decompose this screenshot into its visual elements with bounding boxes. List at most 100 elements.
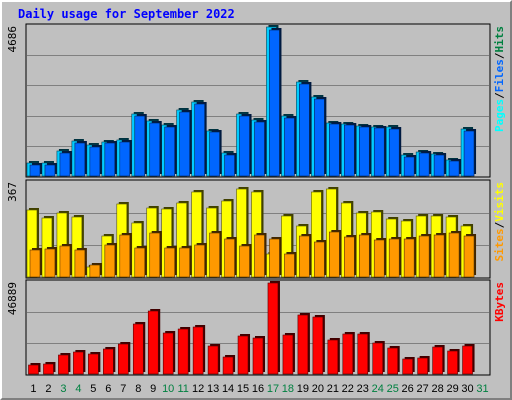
x-tick-label: 29 (446, 383, 458, 395)
legend-slash: / (493, 221, 506, 228)
bar-files-day-2 (44, 164, 56, 177)
panel-legend-label: KBytes (493, 282, 506, 322)
bar-files-day-16 (254, 121, 265, 177)
chart-panels: 4686Pages/Files/Hits367Sites/Visits46889… (6, 23, 506, 376)
bar-kbytes-day-9 (147, 310, 159, 375)
y-max-label: 4686 (6, 26, 19, 53)
bar-sites-day-1 (29, 249, 41, 278)
bar-kbytes-day-1 (28, 364, 39, 375)
bar-kbytes-day-30 (462, 345, 473, 375)
legend-visits: Visits (493, 182, 506, 222)
bar-files-day-9 (149, 122, 161, 177)
bar-files-day-30 (463, 130, 475, 177)
bar-sites-day-10 (164, 247, 175, 278)
bar-sites-day-28 (433, 234, 445, 278)
x-tick-label: 30 (461, 383, 473, 395)
bar-files-day-17 (269, 29, 280, 177)
bar-files-day-10 (164, 126, 175, 177)
bar-files-day-29 (448, 160, 460, 177)
x-tick-label: 26 (402, 383, 414, 395)
bar-sites-day-12 (194, 244, 205, 278)
panel-sites-visits: 367 Sites/Visits (6, 179, 506, 279)
x-tick-label: 2 (45, 383, 51, 395)
x-tick-label: 22 (342, 383, 354, 395)
x-tick-label: 28 (431, 383, 443, 395)
bar-kbytes-day-29 (447, 350, 458, 375)
bar-kbytes-day-17 (267, 282, 279, 375)
y-max-label: 367 (6, 182, 19, 202)
bar-kbytes-day-24 (372, 342, 384, 375)
bar-sites-day-29 (448, 232, 460, 278)
bar-files-day-15 (239, 115, 250, 177)
bar-kbytes-day-22 (342, 333, 354, 375)
bar-sites-day-6 (104, 244, 116, 278)
bar-kbytes-day-15 (237, 335, 249, 375)
x-tick-label: 4 (75, 383, 81, 395)
bar-sites-day-18 (284, 253, 295, 278)
panel-kbytes: 46889 KBytes (6, 279, 506, 376)
bar-sites-day-5 (89, 264, 101, 278)
bar-files-day-25 (388, 128, 400, 177)
bar-files-day-6 (104, 142, 116, 177)
bar-files-day-20 (314, 98, 325, 177)
bar-sites-day-14 (224, 238, 235, 278)
bar-files-day-11 (179, 111, 190, 177)
bar-sites-day-24 (373, 239, 385, 278)
bar-sites-day-17 (269, 238, 280, 278)
bar-sites-day-2 (44, 248, 56, 278)
bar-sites-day-9 (149, 232, 161, 278)
x-tick-label: 17 (267, 383, 279, 395)
bar-sites-day-25 (388, 238, 400, 278)
bar-kbytes-day-28 (432, 346, 443, 375)
bar-sites-day-7 (119, 234, 131, 278)
bar-kbytes-day-12 (192, 326, 204, 375)
x-tick-label: 14 (222, 383, 234, 395)
bar-kbytes-day-14 (222, 356, 234, 375)
legend-pages: Pages (493, 99, 506, 132)
bar-sites-day-23 (358, 234, 370, 278)
x-tick-label: 13 (207, 383, 219, 395)
bar-sites-day-27 (418, 235, 430, 278)
x-tick-label: 19 (297, 383, 309, 395)
bar-files-day-28 (433, 154, 445, 177)
bar-files-day-5 (89, 146, 101, 177)
bar-kbytes-day-6 (103, 348, 114, 375)
bar-kbytes-day-4 (73, 351, 84, 375)
panel-legend-label: Pages/Files/Hits (493, 26, 506, 132)
bar-files-day-3 (59, 152, 71, 177)
legend-slash: / (493, 52, 506, 59)
bar-sites-day-3 (59, 245, 71, 278)
bar-files-day-8 (134, 115, 146, 177)
bar-kbytes-day-18 (282, 334, 294, 375)
bar-kbytes-day-23 (357, 333, 369, 375)
legend-hits: Hits (493, 26, 506, 53)
bar-files-day-14 (224, 154, 235, 177)
x-tick-label: 21 (327, 383, 339, 395)
x-tick-label: 25 (387, 383, 399, 395)
bar-kbytes-day-26 (402, 358, 413, 375)
bar-sites-day-15 (239, 245, 250, 278)
bar-sites-day-21 (329, 231, 340, 278)
bar-sites-day-11 (179, 247, 190, 278)
x-tick-label: 9 (150, 383, 156, 395)
x-tick-label: 18 (282, 383, 294, 395)
bar-files-day-12 (194, 103, 205, 177)
bar-files-day-13 (209, 131, 220, 177)
x-tick-label: 20 (312, 383, 324, 395)
bar-kbytes-day-5 (88, 353, 99, 375)
bar-sites-day-16 (254, 234, 265, 278)
legend-sites: Sites (493, 228, 506, 261)
bar-files-day-1 (29, 164, 41, 177)
x-tick-label: 6 (105, 383, 111, 395)
x-tick-label: 5 (90, 383, 96, 395)
x-tick-label: 31 (476, 383, 488, 395)
bar-files-day-22 (344, 124, 355, 177)
bar-sites-day-26 (403, 238, 415, 278)
x-tick-label: 15 (237, 383, 249, 395)
panel-legend-label: Sites/Visits (493, 182, 506, 262)
bar-kbytes-day-13 (207, 345, 219, 375)
bar-kbytes-day-10 (162, 332, 174, 375)
bar-sites-day-30 (463, 235, 475, 278)
x-tick-label: 1 (30, 383, 36, 395)
